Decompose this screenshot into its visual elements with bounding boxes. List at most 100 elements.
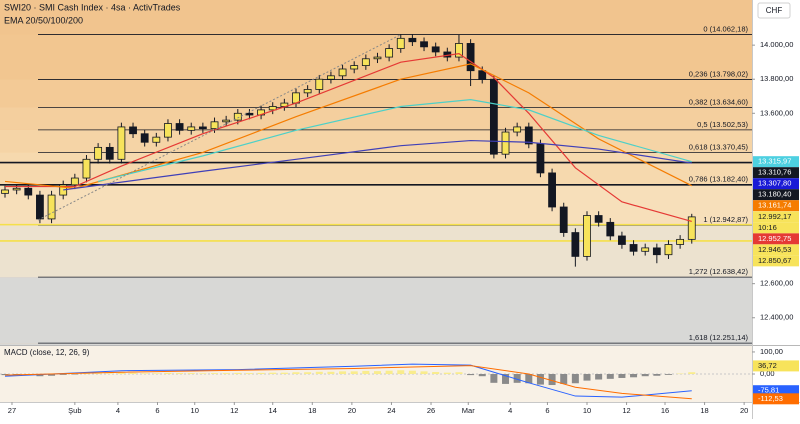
candle-body bbox=[489, 78, 498, 155]
macd-histogram-bar bbox=[350, 371, 358, 374]
fib-label: 0,618 (13.370,45) bbox=[689, 142, 749, 151]
fib-label: 0 (14.062,18) bbox=[703, 25, 748, 34]
macd-y-tick-label: 100,00 bbox=[760, 347, 783, 356]
candle-body bbox=[641, 247, 650, 252]
fib-zone bbox=[0, 79, 752, 108]
candle-body bbox=[431, 46, 440, 53]
macd-histogram-bar bbox=[1, 374, 9, 376]
x-tick-label: 10 bbox=[583, 406, 591, 415]
macd-histogram-bar bbox=[490, 374, 498, 383]
macd-histogram-bar bbox=[536, 374, 544, 385]
x-tick-label: 20 bbox=[740, 406, 748, 415]
macd-label-box bbox=[753, 360, 799, 372]
currency[interactable]: CHF bbox=[766, 6, 783, 15]
candle-body bbox=[687, 216, 696, 240]
macd-histogram-bar bbox=[595, 374, 603, 380]
candle-body bbox=[175, 123, 184, 131]
price-label-box bbox=[753, 189, 799, 201]
price-label: 13.180,40 bbox=[758, 190, 791, 199]
price-label: 12.952,75 bbox=[758, 234, 791, 243]
x-tick-label: 4 bbox=[508, 406, 512, 415]
candle-body bbox=[652, 247, 661, 256]
macd-histogram-bar bbox=[59, 374, 67, 375]
macd-histogram-bar bbox=[455, 372, 463, 374]
candle-body bbox=[245, 112, 254, 116]
candle-body bbox=[408, 37, 417, 43]
candle-body bbox=[583, 215, 591, 257]
macd-line bbox=[4, 363, 692, 398]
price-label-box bbox=[753, 200, 799, 212]
candle-body bbox=[24, 187, 33, 196]
macd-y-tick-label: 0,00 bbox=[760, 369, 775, 378]
macd-label-box bbox=[753, 385, 799, 397]
ema-line bbox=[5, 53, 692, 223]
x-tick-label: 26 bbox=[427, 406, 435, 415]
macd-histogram-bar bbox=[245, 373, 253, 374]
macd-histogram-bar bbox=[397, 370, 405, 374]
price-label: 13.307,80 bbox=[758, 179, 791, 188]
y-tick-label: 12.400,00 bbox=[760, 313, 793, 322]
candle-body bbox=[373, 56, 382, 60]
candle-body bbox=[70, 177, 79, 186]
macd-histogram-bar bbox=[385, 370, 393, 374]
x-tick-label: 24 bbox=[387, 406, 395, 415]
macd-histogram-bar bbox=[176, 373, 184, 374]
macd-histogram-bar bbox=[583, 374, 591, 381]
candle-body bbox=[676, 238, 685, 245]
x-tick-label: 14 bbox=[269, 406, 277, 415]
price-label: 13.315,97 bbox=[758, 157, 791, 166]
candle-body bbox=[210, 121, 219, 130]
macd-line bbox=[4, 365, 692, 400]
x-tick-label: 12 bbox=[622, 406, 630, 415]
x-tick-label: 6 bbox=[545, 406, 549, 415]
candle-body bbox=[222, 119, 231, 123]
macd-label: -112,53 bbox=[758, 394, 783, 403]
macd-histogram-bar bbox=[315, 371, 323, 374]
ema-line bbox=[63, 139, 692, 191]
macd-title: MACD (close, 12, 26, 9) bbox=[4, 348, 90, 357]
macd-histogram-bar bbox=[94, 373, 102, 374]
candle-body bbox=[594, 215, 603, 223]
macd-histogram-bar bbox=[106, 373, 114, 374]
x-tick-label: 20 bbox=[348, 406, 356, 415]
candle-body bbox=[664, 244, 673, 256]
macd-histogram-bar bbox=[676, 373, 684, 375]
candle-body bbox=[629, 244, 638, 252]
macd-histogram-bar bbox=[129, 372, 137, 374]
candle-body bbox=[501, 131, 510, 155]
candle-body bbox=[94, 146, 103, 160]
fib-label: 1,618 (12.251,14) bbox=[689, 333, 749, 342]
macd-histogram-bar bbox=[478, 374, 486, 377]
macd-histogram-bar bbox=[560, 374, 568, 384]
macd-histogram-bar bbox=[292, 372, 300, 374]
fib-label: 1 (12.942,87) bbox=[703, 215, 748, 224]
macd-histogram-bar bbox=[211, 373, 219, 374]
candle-body bbox=[117, 126, 126, 160]
macd-histogram-bar bbox=[548, 374, 556, 386]
macd-histogram-bar bbox=[513, 374, 521, 383]
macd-histogram-bar bbox=[641, 374, 649, 377]
candle-body bbox=[559, 206, 568, 233]
candle-body bbox=[455, 43, 463, 58]
macd-histogram-bar bbox=[420, 371, 428, 374]
macd-histogram-bar bbox=[443, 372, 451, 374]
price-label-box bbox=[753, 255, 799, 267]
macd-histogram-bar bbox=[408, 370, 416, 374]
candle-body bbox=[187, 126, 196, 131]
macd-label-box bbox=[753, 393, 799, 405]
x-tick-label: 12 bbox=[230, 406, 238, 415]
macd-histogram-bar bbox=[82, 373, 90, 375]
macd-histogram-bar bbox=[71, 374, 79, 375]
macd-histogram-bar bbox=[164, 372, 172, 374]
x-tick-label: 27 bbox=[8, 406, 16, 415]
fib-label: 0,5 (13.502,53) bbox=[697, 120, 748, 129]
macd-histogram-bar bbox=[327, 371, 335, 374]
x-tick-label: 10 bbox=[191, 406, 199, 415]
candle-body bbox=[350, 65, 359, 70]
fib-zone bbox=[0, 129, 752, 153]
y-tick-label: 12.600,00 bbox=[760, 279, 793, 288]
fib-zone bbox=[0, 225, 752, 278]
currency-box[interactable] bbox=[757, 2, 791, 19]
